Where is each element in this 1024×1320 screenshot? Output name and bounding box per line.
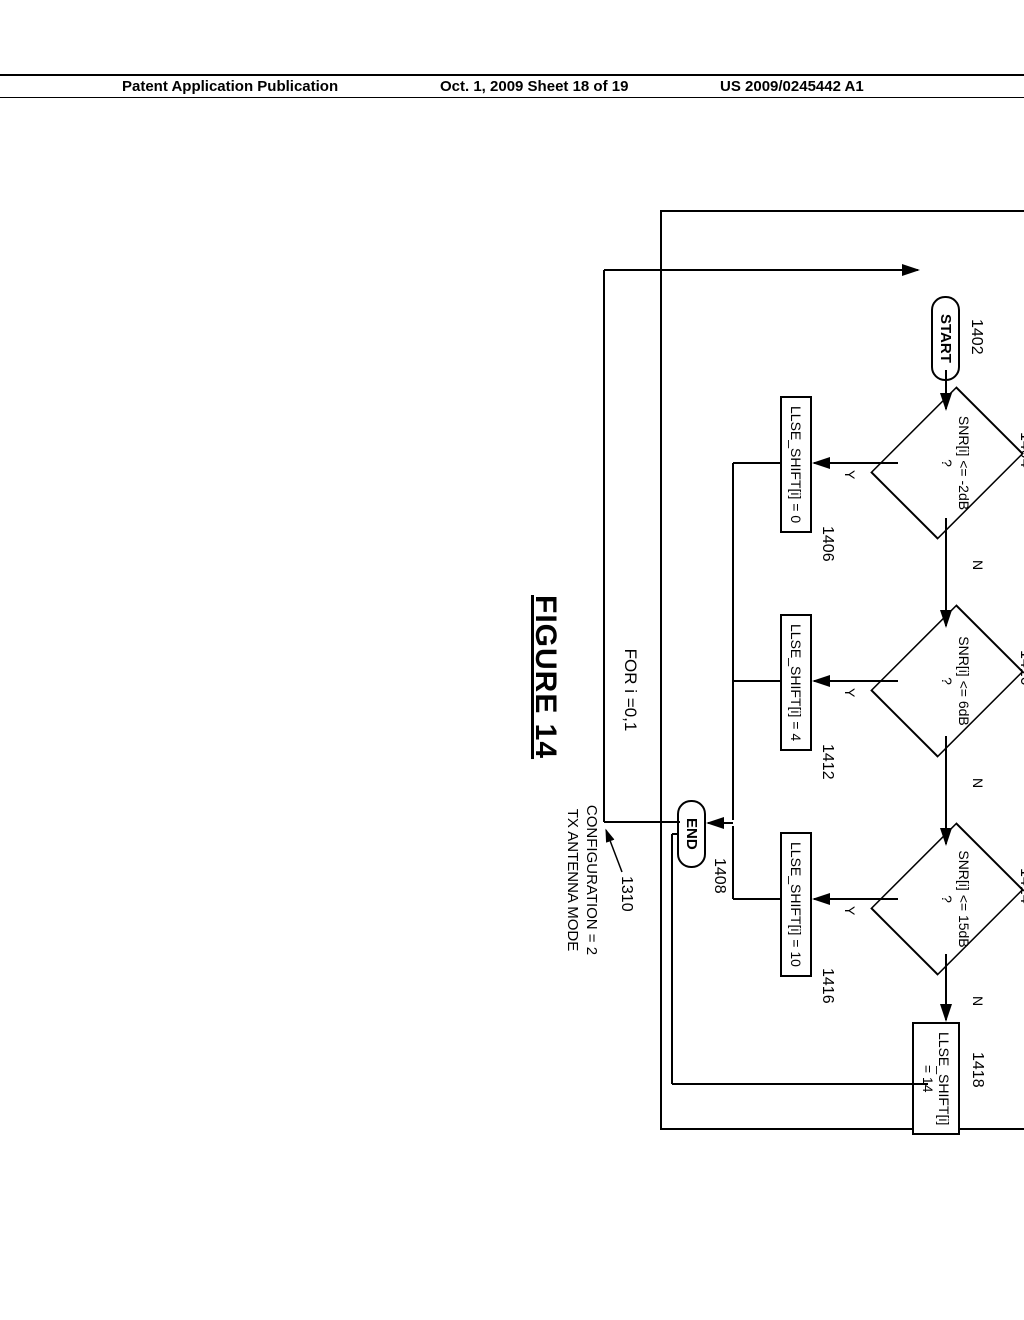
header-docnumber: US 2009/0245442 A1 [720,78,864,95]
figure-inner: 1400 1308 SCALE FACTOR DETERMINATION, E.… [440,150,1024,1210]
header-date-sheet: Oct. 1, 2009 Sheet 18 of 19 [440,78,628,95]
flowchart-arrows [658,212,1024,1132]
ref-1310: 1310 [617,876,635,912]
module-box: SCALE FACTOR DETERMINATION, E.G., SELECT… [660,210,1024,1130]
for-loop-text: FOR i =0,1 [620,630,640,750]
configuration-text: CONFIGURATION = 2 TX ANTENNA MODE [563,780,601,980]
header-publication: Patent Application Publication [122,78,338,95]
figure-rotated-container: 1400 1308 SCALE FACTOR DETERMINATION, E.… [0,310,1020,1050]
cfg-line2: TX ANTENNA MODE [564,809,581,952]
figure-title: FIGURE 14 [528,595,562,759]
cfg-line1: CONFIGURATION = 2 [583,805,600,955]
